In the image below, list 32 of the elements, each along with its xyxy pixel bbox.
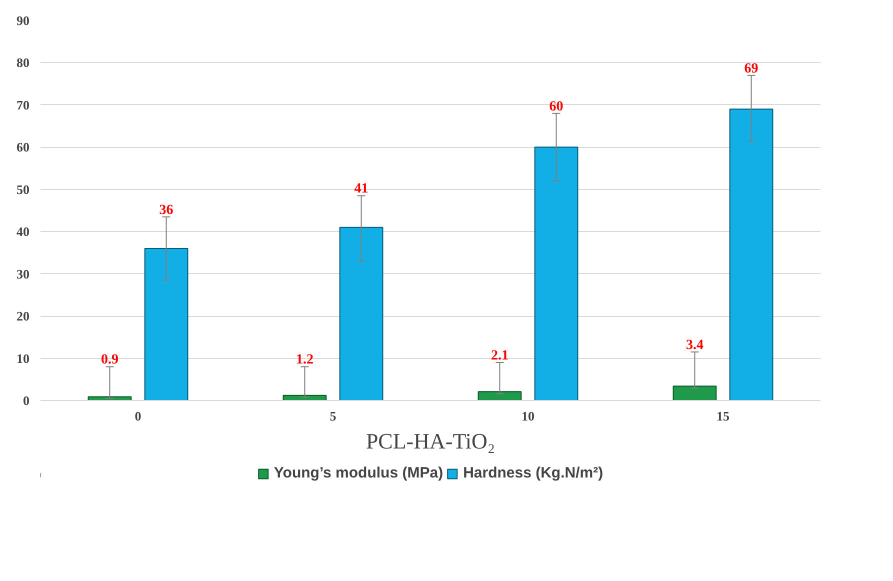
x-tick-label: 5 xyxy=(330,408,337,424)
data-label: 69 xyxy=(744,61,758,76)
bar xyxy=(729,108,774,400)
bar xyxy=(88,396,132,400)
data-label: 2.1 xyxy=(490,348,508,364)
y-tick-label: 40 xyxy=(16,224,30,240)
x-tick-label: 10 xyxy=(522,408,534,424)
bar xyxy=(672,386,717,400)
data-label: 1.2 xyxy=(296,352,314,368)
legend-label: Young’s modulus (MPa) xyxy=(274,464,444,482)
x-tick-label: 0 xyxy=(134,408,142,424)
data-label: 3.4 xyxy=(686,338,704,353)
y-tick-label: 90 xyxy=(16,13,30,28)
bar xyxy=(339,226,384,400)
data-label: 41 xyxy=(354,182,368,197)
y-tick-label: 80 xyxy=(16,55,30,70)
y-tick-label: 0 xyxy=(23,393,30,408)
y-tick-label: 60 xyxy=(16,140,30,155)
bar xyxy=(144,248,188,400)
y-tick-label: 30 xyxy=(16,266,30,282)
data-label: 36 xyxy=(159,202,174,218)
data-label: 0.9 xyxy=(100,352,118,368)
y-tick-label: 50 xyxy=(16,182,30,197)
y-tick-label: 20 xyxy=(16,308,30,324)
bar xyxy=(534,146,578,400)
x-tick-label: 15 xyxy=(716,408,730,424)
y-tick-label: 70 xyxy=(16,97,30,112)
legend-label: Hardness (Kg.N/m²) xyxy=(463,464,604,482)
bar xyxy=(478,391,522,400)
x-axis-title: PCL-HA-TiO₂ xyxy=(366,428,496,454)
y-tick-label: 10 xyxy=(16,350,30,366)
data-label: 60 xyxy=(549,99,564,114)
